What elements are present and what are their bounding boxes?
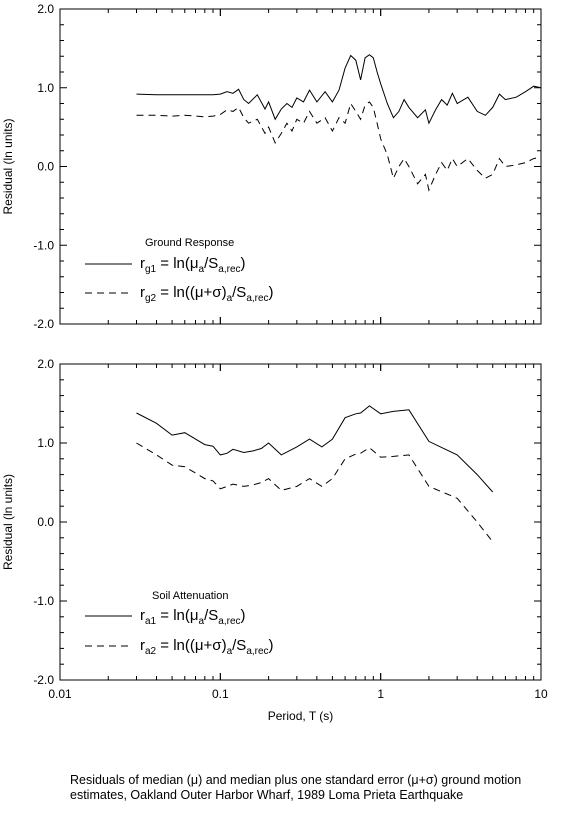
legend-label: ra2 = ln((μ+σ)a/Sa,rec) (140, 637, 274, 657)
legend-label: ra1 = ln(μa/Sa,rec) (140, 607, 246, 627)
legend-label-part: a (227, 293, 233, 304)
y-tick-label: 1.0 (37, 81, 54, 95)
legend-label-part: a,rec (246, 293, 268, 304)
legend-label-part: ) (222, 284, 227, 301)
y-tick-label: 1.0 (37, 436, 54, 450)
legend-label-part: /S (232, 637, 246, 654)
x-tick-label: 1 (377, 687, 384, 701)
series-line-1 (136, 405, 494, 493)
y-tick-label: 2.0 (37, 357, 54, 371)
legend-title: Soil Attenuation (152, 590, 228, 602)
legend-label: rg1 = ln(μa/Sa,rec) (140, 255, 246, 275)
legend-label-part: g2 (145, 293, 157, 304)
legend-label-part: g1 (145, 264, 157, 275)
series-line-2 (136, 101, 542, 192)
x-tick-label: 0.1 (212, 687, 229, 701)
chart-panel-1: -2.0 -1.0 0.0 1.0 2.0 Residual (ln units) Grou… (1, 2, 542, 331)
x-axis-label: Period, T (s) (268, 709, 334, 723)
figure: -2.0 -1.0 0.0 1.0 2.0 Residual (ln units) Grou… (1, 2, 548, 723)
chart-panel-2: -2.0 -1.0 0.0 1.0 2.0 0.01 0.1 1 10 Residual (ln … (1, 357, 548, 723)
legend-label-part: μ+σ (195, 637, 222, 654)
legend-label-part: ) (241, 607, 246, 624)
y-axis-label: Residual (ln units) (1, 474, 15, 570)
legend-label-part: μ+σ (195, 284, 222, 301)
legend-label-part: a2 (145, 646, 157, 657)
legend-label-part: ) (269, 637, 274, 654)
legend-label-part: μ (190, 607, 199, 624)
y-tick-label: -1.0 (33, 594, 54, 608)
x-tick-label: 10 (534, 687, 548, 701)
legend-label-part: r (140, 284, 145, 301)
legend-label-part: a (227, 646, 233, 657)
legend-label-part: a (199, 616, 205, 627)
legend-label-part: μ (190, 255, 199, 272)
legend-label-part: a,rec (218, 616, 240, 627)
legend-label-part: /S (204, 607, 218, 624)
y-tick-label: -1.0 (33, 238, 54, 252)
y-tick-label: -2.0 (33, 673, 54, 687)
y-tick-label: -2.0 (33, 317, 54, 331)
legend-label-part: a (199, 264, 205, 275)
x-tick-label: 0.01 (48, 687, 72, 701)
legend-label-part: ) (241, 255, 246, 272)
y-axis-label: Residual (ln units) (1, 118, 15, 214)
legend-title: Ground Response (145, 237, 234, 249)
figure-caption: Residuals of median (μ) and median plus … (70, 773, 522, 802)
legend-label-part: ) (222, 637, 227, 654)
legend-label-part: r (140, 607, 145, 624)
series-line-1 (136, 54, 542, 125)
series-line-2 (136, 442, 494, 543)
y-tick-label: 0.0 (37, 160, 54, 174)
plot-frame (59, 363, 542, 681)
legend-label-part: /S (204, 255, 218, 272)
legend-label-part: r (140, 637, 145, 654)
legend-label-part: = ln(( (156, 284, 195, 301)
legend-label-part: = ln( (156, 607, 190, 624)
legend-label-part: a,rec (218, 264, 240, 275)
legend-label-part: a,rec (246, 646, 268, 657)
plot-frame (59, 8, 542, 325)
legend-label-part: r (140, 255, 145, 272)
y-tick-label: 2.0 (37, 2, 54, 16)
legend-label-part: /S (232, 284, 246, 301)
legend-label-part: = ln(( (156, 637, 195, 654)
legend-label: rg2 = ln((μ+σ)a/Sa,rec) (140, 284, 274, 304)
legend-label-part: = ln( (156, 255, 190, 272)
legend-label-part: a1 (145, 616, 157, 627)
y-tick-label: 0.0 (37, 515, 54, 529)
legend-label-part: ) (269, 284, 274, 301)
